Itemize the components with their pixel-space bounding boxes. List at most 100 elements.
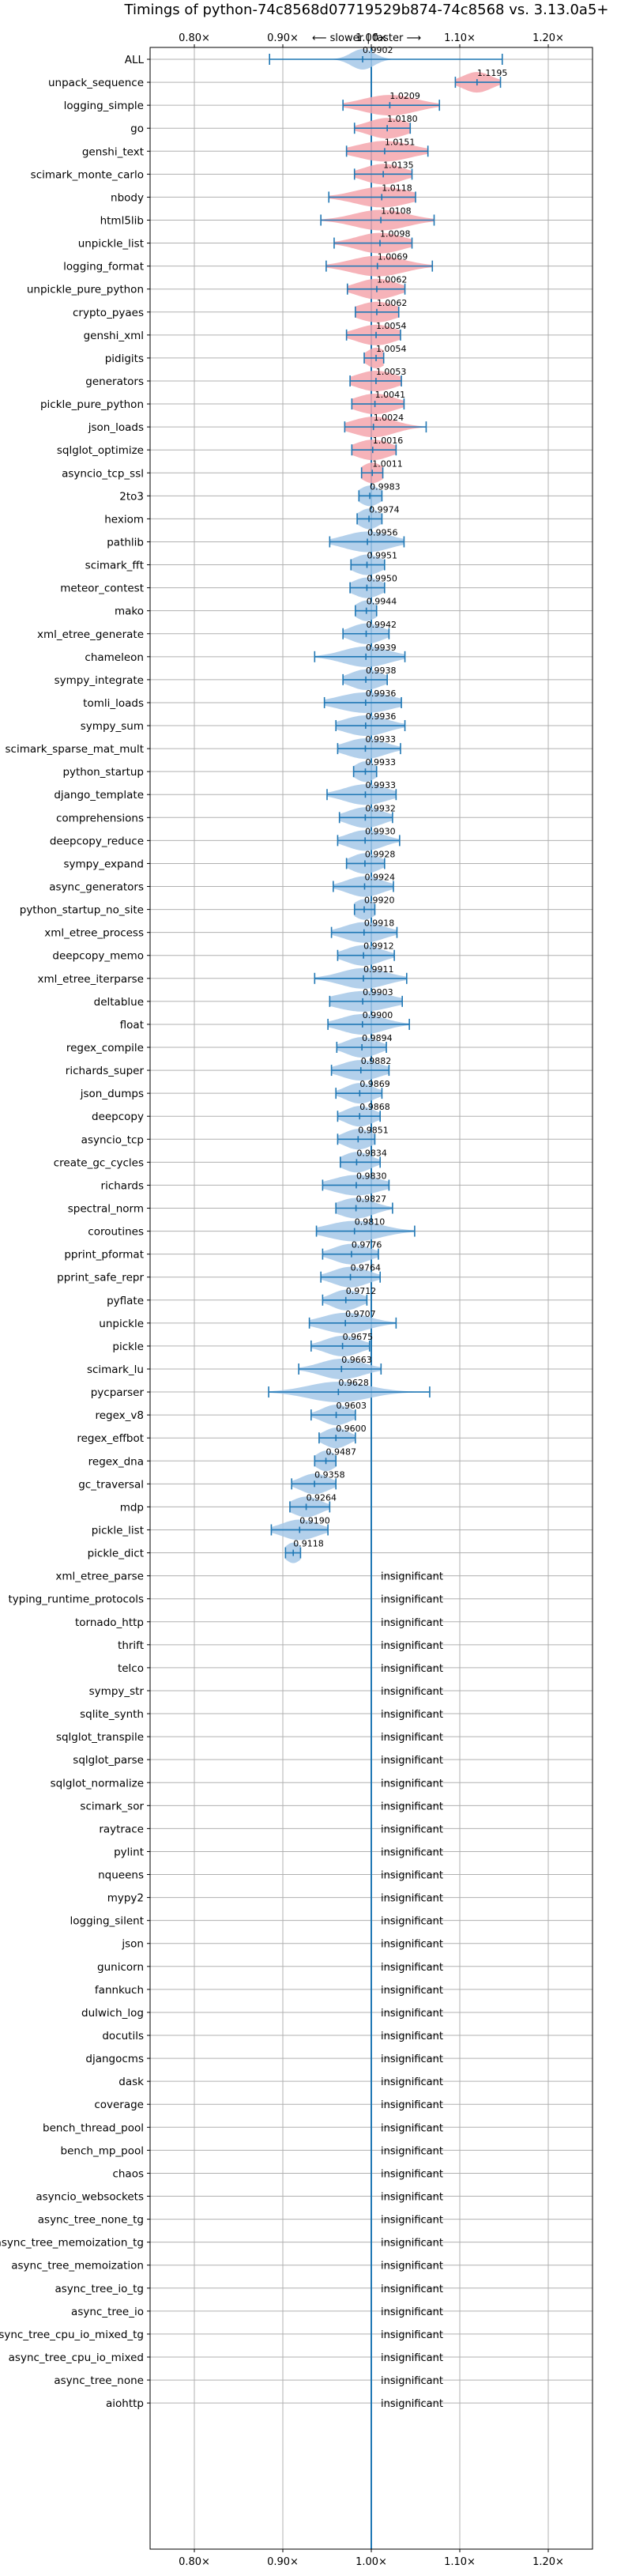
value-label: 0.9190 [299, 1515, 330, 1526]
value-label: 0.9942 [367, 620, 397, 630]
benchmark-label: logging_format [63, 261, 144, 273]
benchmark-label: gunicorn [97, 1961, 144, 1974]
insignificant-label: insignificant [381, 2031, 443, 2042]
insignificant-label: insignificant [381, 2398, 443, 2410]
value-label: 0.9600 [336, 1424, 367, 1434]
benchmark-label: raytrace [99, 1823, 144, 1835]
insignificant-label: insignificant [381, 1594, 443, 1606]
insignificant-label: insignificant [381, 1686, 443, 1698]
benchmark-label: asyncio_websockets [36, 2191, 144, 2204]
insignificant-label: insignificant [381, 1893, 443, 1905]
labels: 0.80× 0.80× 0.90× 0.90× 1.00× 1.00× 1.10× 1.10×… [0, 32, 564, 2568]
benchmark-label: go [130, 123, 144, 135]
value-label: 0.9868 [359, 1102, 390, 1112]
benchmark-label: python_startup [62, 766, 144, 779]
benchmark-label: django_template [54, 789, 144, 801]
benchmark-label: meteor_contest [60, 583, 144, 595]
x-tick-label-top: 1.20× [532, 32, 564, 44]
value-label: 0.9974 [369, 504, 400, 515]
x-tick-label-bottom: 1.10× [444, 2556, 476, 2568]
insignificant-label: insignificant [381, 2284, 443, 2295]
x-tick-label-bottom: 0.80× [179, 2556, 210, 2568]
benchmark-label: async_tree_io_tg [55, 2283, 144, 2295]
benchmark-label: nqueens [98, 1869, 144, 1882]
x-tick-label-top: 0.90× [267, 32, 299, 44]
benchmark-label: python_startup_no_site [20, 904, 144, 917]
benchmark-label: xml_etree_iterparse [38, 973, 145, 986]
benchmark-label: pickle [112, 1341, 144, 1353]
insignificant-label: insignificant [381, 2329, 443, 2341]
benchmark-label: unpickle [99, 1318, 144, 1330]
benchmark-label: sqlglot_normalize [51, 1777, 144, 1790]
benchmark-label: thrift [118, 1639, 144, 1652]
plot-frame [149, 47, 593, 2550]
value-label: 1.0209 [389, 91, 419, 101]
benchmark-label: genshi_xml [84, 330, 144, 342]
benchmark-label: coroutines [88, 1226, 144, 1239]
benchmark-label: chaos [112, 2167, 144, 2180]
benchmark-label: ALL [125, 54, 145, 66]
insignificant-label: insignificant [381, 1778, 443, 1790]
value-label: 0.9939 [366, 643, 397, 653]
value-label: 0.9930 [365, 826, 396, 836]
benchmark-label: unpickle_pure_python [27, 284, 144, 296]
benchmark-label: coverage [94, 2099, 144, 2111]
insignificant-label: insignificant [381, 1755, 443, 1767]
insignificant-label: insignificant [381, 1916, 443, 1928]
chart-title: Timings of python-74c8568d07719529b874-7… [124, 2, 609, 18]
insignificant-label: insignificant [381, 2099, 443, 2111]
benchmark-label: asyncio_tcp [81, 1133, 144, 1146]
benchmark-label: pidigits [105, 353, 144, 365]
benchmark-label: async_tree_memoization_tg [0, 2237, 144, 2250]
x-tick-label-top: 1.10× [444, 32, 476, 44]
benchmark-label: scimark_lu [87, 1363, 144, 1376]
value-label: 0.9911 [363, 964, 394, 975]
benchmark-label: mypy2 [107, 1892, 144, 1905]
benchmark-label: async_tree_none [54, 2374, 144, 2387]
benchmark-label: deepcopy_reduce [50, 835, 144, 847]
benchmark-label: json_dumps [80, 1088, 144, 1100]
value-label: 1.0118 [382, 183, 412, 193]
benchmark-label: json [121, 1938, 144, 1951]
value-label: 0.9764 [351, 1263, 382, 1273]
value-label: 0.9951 [367, 551, 398, 561]
benchmark-label: logging_silent [70, 1915, 144, 1928]
x-tick-label-top: 1.00× [356, 32, 387, 44]
benchmark-label: tomli_loads [83, 697, 144, 710]
benchmark-label: async_tree_memoization [11, 2260, 144, 2272]
benchmark-label: async_generators [49, 881, 144, 894]
insignificant-label: insignificant [381, 1801, 443, 1812]
value-label: 0.9950 [367, 574, 397, 584]
value-label: 0.9938 [366, 666, 397, 676]
value-label: 0.9903 [363, 987, 393, 998]
insignificant-label: insignificant [381, 1571, 443, 1583]
benchmark-label: regex_dna [88, 1455, 144, 1468]
benchmark-label: unpack_sequence [48, 77, 144, 89]
benchmark-label: tornado_http [75, 1616, 144, 1629]
benchmark-label: async_tree_cpu_io_mixed [9, 2352, 144, 2364]
value-label: 0.9869 [359, 1079, 390, 1089]
benchmark-label: aiohttp [106, 2397, 144, 2410]
benchmark-label: bench_mp_pool [61, 2144, 144, 2157]
insignificant-label: insignificant [381, 2192, 443, 2204]
value-label: 0.9851 [358, 1125, 389, 1135]
insignificant-label: insignificant [381, 2306, 443, 2318]
value-label: 0.9675 [343, 1332, 374, 1342]
value-label: 0.9912 [363, 941, 394, 952]
benchmark-label: fannkuch [95, 1984, 144, 1997]
benchmark-label: typing_runtime_protocols [9, 1593, 145, 1606]
value-label: 0.9900 [363, 1010, 393, 1020]
benchmark-label: comprehensions [56, 812, 144, 824]
value-label: 0.9810 [355, 1217, 386, 1228]
benchmark-label: regex_compile [66, 1042, 144, 1054]
value-label: 0.9358 [314, 1469, 345, 1480]
value-label: 1.1195 [477, 68, 508, 78]
benchmark-label: pycparser [91, 1386, 145, 1399]
benchmark-label: sympy_integrate [55, 674, 144, 687]
value-label: 0.9932 [365, 803, 396, 813]
value-label: 0.9827 [356, 1194, 387, 1205]
insignificant-label: insignificant [381, 2238, 443, 2250]
insignificant-label: insignificant [381, 2122, 443, 2134]
x-tick-label-bottom: 1.20× [532, 2556, 564, 2568]
benchmark-label: create_gc_cycles [54, 1156, 144, 1169]
